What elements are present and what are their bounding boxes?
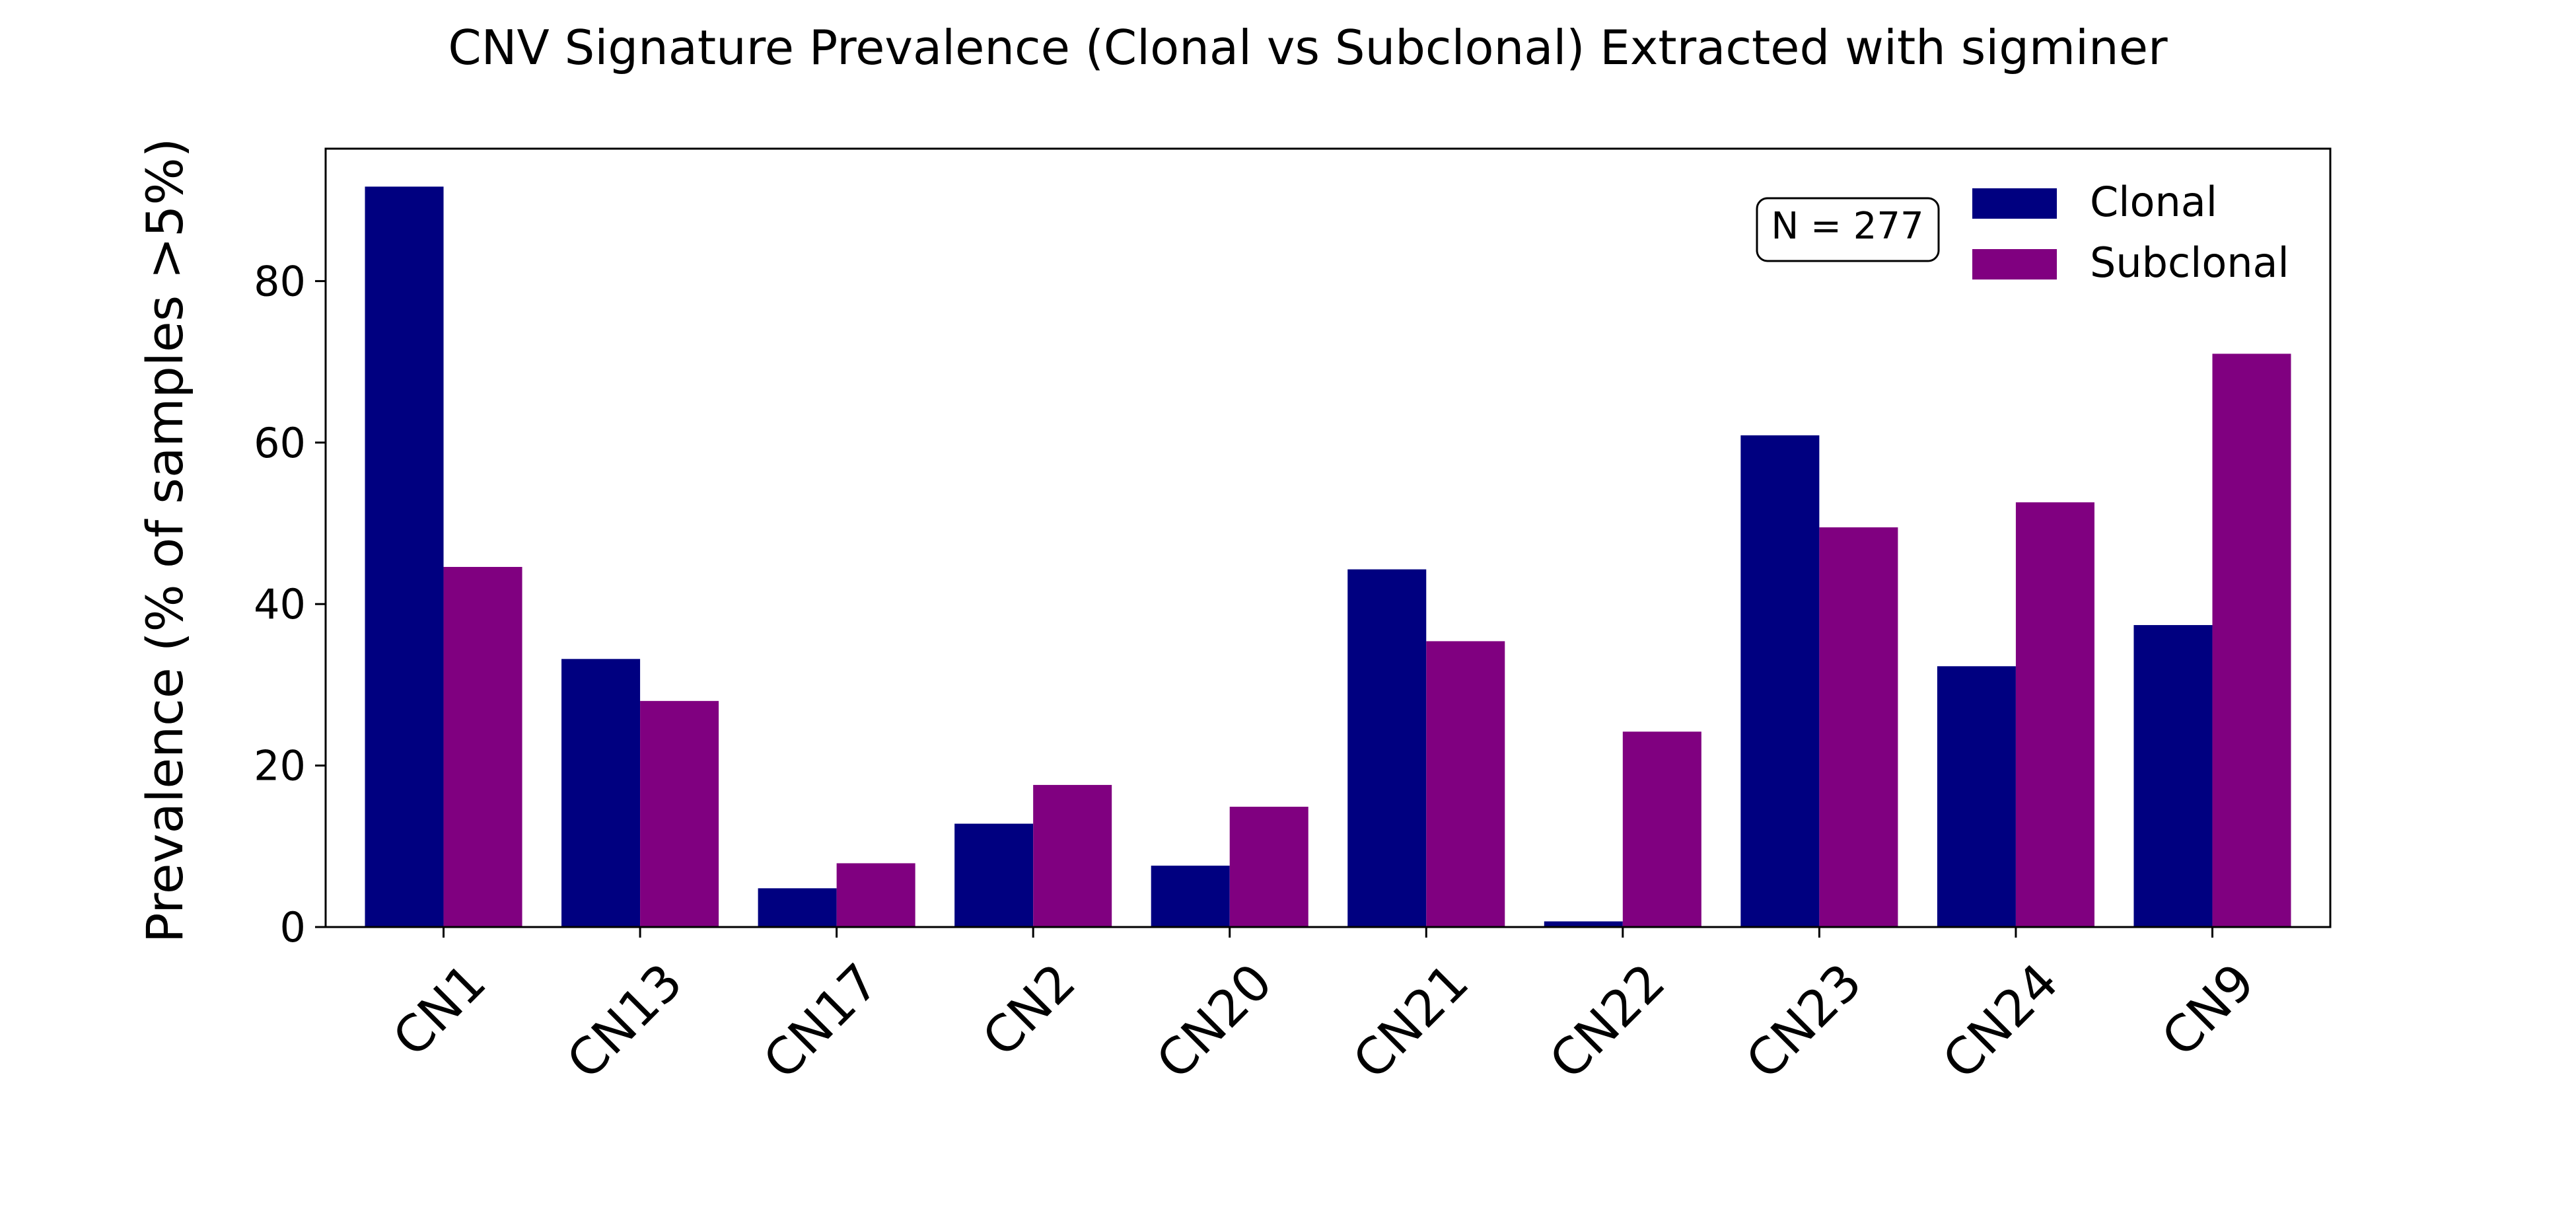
legend-swatch-subclonal xyxy=(1972,249,2057,279)
bar-subclonal-cn2 xyxy=(1033,784,1112,927)
legend-label-clonal: Clonal xyxy=(2090,178,2217,226)
bar-subclonal-cn17 xyxy=(836,863,915,927)
bar-subclonal-cn9 xyxy=(2212,354,2291,927)
y-axis-ticks: 0 20 40 60 80 xyxy=(254,257,326,951)
bar-clonal-cn21 xyxy=(1347,569,1427,927)
bar-clonal-cn22 xyxy=(1544,921,1623,927)
plot-frame xyxy=(324,147,2332,928)
bars-layer xyxy=(365,186,2291,928)
bar-clonal-cn2 xyxy=(954,823,1034,927)
annotation-box xyxy=(1756,197,1940,262)
bar-clonal-cn9 xyxy=(2133,624,2213,927)
y-tick-label: 0 xyxy=(280,903,306,951)
y-tick-label: 40 xyxy=(254,580,306,628)
sample-count-annotation: N = 277 xyxy=(1756,197,1940,262)
bar-clonal-cn20 xyxy=(1151,866,1230,927)
sample-count-text: N = 277 xyxy=(1771,205,1923,248)
y-axis-label: Prevalence (% of samples >5%) xyxy=(135,138,194,944)
bar-subclonal-cn22 xyxy=(1622,731,1701,927)
bar-clonal-cn23 xyxy=(1740,435,1820,927)
bar-clonal-cn13 xyxy=(561,659,641,927)
bar-subclonal-cn23 xyxy=(1819,527,1898,927)
bar-subclonal-cn20 xyxy=(1229,806,1308,927)
y-tick-label: 80 xyxy=(254,257,306,305)
chart-title: CNV Signature Prevalence (Clonal vs Subc… xyxy=(448,20,2168,75)
bar-subclonal-cn21 xyxy=(1426,641,1505,927)
bar-subclonal-cn24 xyxy=(2015,502,2094,927)
legend: Clonal Subclonal xyxy=(1972,178,2289,287)
bar-clonal-cn17 xyxy=(758,888,837,927)
legend-swatch-clonal xyxy=(1972,188,2057,219)
legend-label-subclonal: Subclonal xyxy=(2090,239,2289,287)
bar-subclonal-cn1 xyxy=(443,566,522,927)
bar-subclonal-cn13 xyxy=(640,700,719,927)
y-tick-label: 20 xyxy=(254,742,306,790)
bar-clonal-cn1 xyxy=(365,186,444,928)
bar-clonal-cn24 xyxy=(1937,666,2016,927)
y-tick-label: 60 xyxy=(254,419,306,467)
